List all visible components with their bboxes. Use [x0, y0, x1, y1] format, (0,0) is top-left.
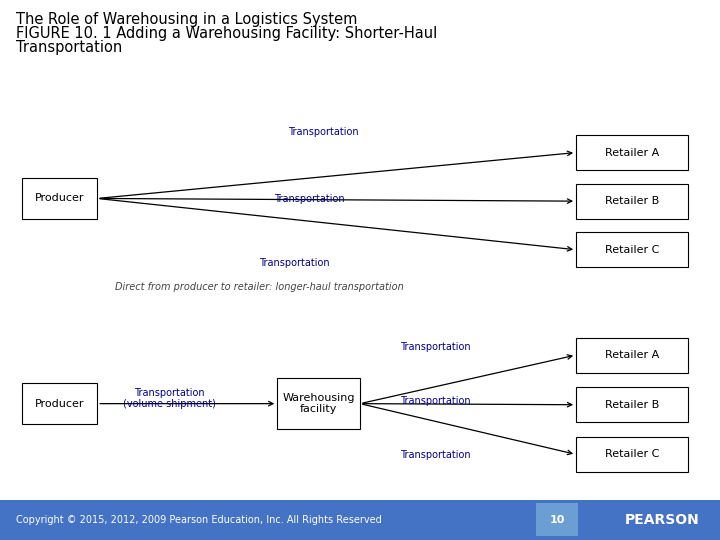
- Text: Transportation: Transportation: [274, 194, 344, 204]
- Text: Transportation: Transportation: [400, 396, 470, 406]
- Text: Producer: Producer: [35, 193, 84, 204]
- FancyBboxPatch shape: [576, 135, 688, 170]
- Text: Copyright © 2015, 2012, 2009 Pearson Education, Inc. All Rights Reserved: Copyright © 2015, 2012, 2009 Pearson Edu…: [16, 515, 382, 525]
- FancyBboxPatch shape: [576, 338, 688, 373]
- Text: PEARSON: PEARSON: [625, 513, 700, 526]
- Text: FIGURE 10. 1 Adding a Warehousing Facility: Shorter-Haul: FIGURE 10. 1 Adding a Warehousing Facili…: [16, 26, 437, 41]
- Text: Transportation: Transportation: [400, 450, 470, 460]
- Text: Transportation: Transportation: [16, 40, 122, 55]
- Text: Retailer A: Retailer A: [605, 147, 659, 158]
- FancyBboxPatch shape: [576, 387, 688, 422]
- Text: Warehousing
facility: Warehousing facility: [282, 393, 355, 415]
- FancyBboxPatch shape: [277, 378, 360, 429]
- FancyBboxPatch shape: [22, 383, 97, 424]
- Text: (volume shipment): (volume shipment): [123, 399, 215, 409]
- Text: Retailer B: Retailer B: [605, 400, 659, 410]
- FancyBboxPatch shape: [0, 500, 720, 540]
- FancyBboxPatch shape: [576, 232, 688, 267]
- FancyBboxPatch shape: [576, 184, 688, 219]
- Text: Transportation: Transportation: [288, 127, 359, 137]
- FancyBboxPatch shape: [576, 437, 688, 472]
- Text: The Role of Warehousing in a Logistics System: The Role of Warehousing in a Logistics S…: [16, 12, 357, 27]
- Text: Direct from producer to retailer: longer-haul transportation: Direct from producer to retailer: longer…: [114, 282, 404, 292]
- Text: 10: 10: [549, 515, 565, 525]
- Text: Producer: Producer: [35, 399, 84, 409]
- FancyBboxPatch shape: [536, 503, 578, 536]
- Text: Retailer B: Retailer B: [605, 196, 659, 206]
- Text: Transportation: Transportation: [400, 342, 470, 352]
- Text: Retailer C: Retailer C: [605, 449, 659, 460]
- Text: Retailer C: Retailer C: [605, 245, 659, 255]
- Text: Transportation: Transportation: [259, 258, 330, 268]
- Text: Transportation: Transportation: [134, 388, 204, 398]
- FancyBboxPatch shape: [22, 178, 97, 219]
- Text: Retailer A: Retailer A: [605, 350, 659, 360]
